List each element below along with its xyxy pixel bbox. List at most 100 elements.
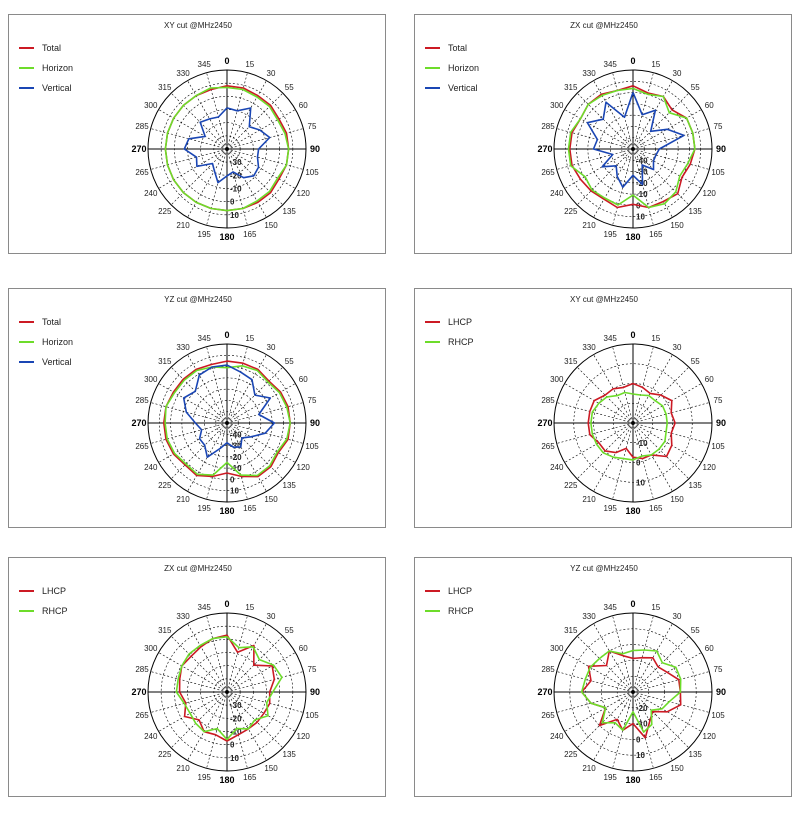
ring-label: 0 — [636, 459, 641, 468]
angle-label: 240 — [550, 463, 564, 472]
angle-label: 55 — [285, 626, 294, 635]
angle-label: 180 — [625, 232, 640, 242]
radial-gridline — [593, 422, 634, 492]
radial-gridline — [226, 383, 296, 424]
angle-label: 105 — [305, 711, 319, 720]
radial-gridline — [226, 148, 284, 206]
radial-gridline — [632, 354, 673, 424]
angle-label: 300 — [144, 644, 158, 653]
polar-chart-xy-cut: XY cut @MHz2450 -30 -20 -10 0 10 0 15 30 55 60 75 90… — [8, 14, 386, 254]
angle-label: 265 — [135, 168, 149, 177]
series-line-vertical — [183, 107, 271, 184]
radial-gridline — [564, 109, 634, 150]
angle-label: 120 — [297, 732, 311, 741]
radial-gridline — [170, 148, 228, 206]
radial-gridline — [170, 691, 228, 749]
series-line-horizon — [164, 86, 290, 212]
ring-label: 0 — [230, 741, 235, 750]
radial-gridline — [226, 354, 267, 424]
ring-label: -10 — [230, 728, 242, 737]
radial-gridline — [150, 422, 228, 444]
angle-label: 300 — [144, 101, 158, 110]
series-line-lhcp — [580, 650, 682, 739]
radial-gridline — [593, 623, 634, 693]
angle-label: 180 — [219, 775, 234, 785]
radial-gridline — [632, 148, 654, 226]
radial-gridline — [226, 402, 304, 424]
radial-gridline — [564, 691, 634, 732]
radial-gridline — [187, 354, 228, 424]
angle-label: 265 — [541, 711, 555, 720]
angle-label: 135 — [283, 481, 297, 490]
angle-label: 55 — [691, 626, 700, 635]
angle-label: 105 — [711, 711, 725, 720]
angle-label: 270 — [537, 687, 552, 697]
angle-label: 315 — [564, 357, 578, 366]
angle-label: 315 — [158, 83, 172, 92]
polar-chart-xy-cut-cp: XY cut @MHz2450 -10 0 10 0 15 30 55 60 75 90 105 120… — [414, 288, 792, 528]
angle-label: 240 — [144, 463, 158, 472]
radial-gridline — [226, 422, 284, 480]
angle-label: 0 — [630, 56, 635, 66]
angle-label: 285 — [541, 122, 555, 131]
radial-gridline — [593, 354, 634, 424]
radial-gridline — [158, 383, 228, 424]
radial-gridline — [632, 652, 702, 693]
ring-label: -40 — [636, 156, 648, 165]
outer-circle — [147, 343, 307, 503]
angle-label: 0 — [224, 330, 229, 340]
radial-gridline — [632, 148, 702, 189]
radial-gridline — [612, 148, 634, 226]
radial-gridline — [556, 691, 634, 713]
angle-label: 0 — [224, 599, 229, 609]
angle-label: 330 — [176, 612, 190, 621]
angle-label: 165 — [243, 504, 257, 513]
angle-label: 0 — [224, 56, 229, 66]
angle-label: 120 — [297, 189, 311, 198]
angle-label: 30 — [267, 343, 276, 352]
angle-label: 225 — [564, 207, 578, 216]
polar-plot: XY cut @MHz2450 -30 -20 -10 0 10 0 15 30 55 60 75 90… — [19, 21, 320, 242]
angle-label: 150 — [264, 495, 278, 504]
angle-label: 285 — [135, 665, 149, 674]
radial-gridline — [632, 346, 654, 424]
ring-label: 0 — [230, 475, 235, 484]
radial-gridline — [612, 346, 634, 424]
angle-label: 105 — [305, 168, 319, 177]
angle-label: 210 — [582, 221, 596, 230]
radial-gridline — [593, 691, 634, 761]
angle-label: 75 — [714, 396, 723, 405]
angle-label: 180 — [219, 506, 234, 516]
angle-label: 265 — [541, 442, 555, 451]
angle-label: 315 — [158, 357, 172, 366]
radial-gridline — [206, 346, 228, 424]
angle-label: 75 — [714, 665, 723, 674]
angle-label: 60 — [299, 101, 308, 110]
angle-label: 225 — [158, 207, 172, 216]
angle-label: 315 — [564, 626, 578, 635]
radial-gridline — [632, 109, 702, 150]
radial-gridline — [226, 422, 304, 444]
angle-label: 55 — [285, 83, 294, 92]
angle-label: 345 — [604, 60, 618, 69]
outer-circle — [553, 612, 713, 772]
angle-label: 165 — [243, 773, 257, 782]
angle-label: 210 — [582, 764, 596, 773]
radial-gridline — [576, 148, 634, 206]
radial-gridline — [226, 691, 296, 732]
radial-gridline — [632, 422, 690, 480]
legend-label: RHCP — [42, 606, 68, 616]
polar-plot: YZ cut @MHz2450 -40 -30 -20 -10 0 10 0 15 30 55 60 7… — [19, 295, 320, 516]
angle-label: 90 — [716, 687, 726, 697]
angle-label: 240 — [144, 189, 158, 198]
legend-label: Total — [448, 43, 467, 53]
angle-label: 90 — [310, 144, 320, 154]
angle-label: 265 — [135, 442, 149, 451]
radial-gridline — [632, 148, 690, 206]
radial-gridline — [576, 691, 634, 749]
radial-gridline — [187, 623, 228, 693]
legend-label: Horizon — [448, 63, 479, 73]
angle-label: 265 — [135, 711, 149, 720]
angle-label: 105 — [305, 442, 319, 451]
ring-label: -30 — [230, 158, 242, 167]
